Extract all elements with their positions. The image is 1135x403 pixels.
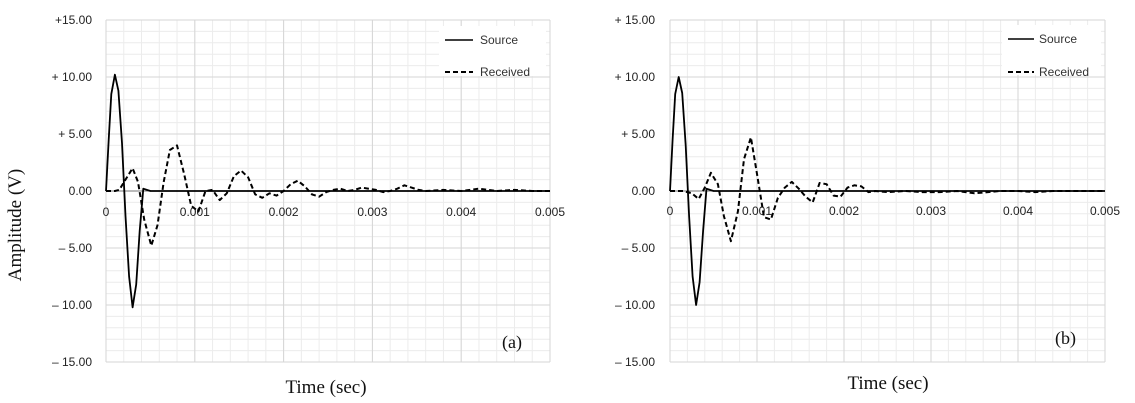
legend-background — [1002, 25, 1101, 75]
x-tick-label: 0.003 — [357, 205, 387, 219]
legend-background — [439, 26, 546, 76]
x-tick-label: 0.003 — [916, 204, 946, 218]
y-tick-label: 0.00 — [632, 184, 656, 198]
y-tick-label: + 15.00 — [615, 13, 656, 27]
x-axis-label: Time (sec) — [285, 377, 366, 398]
series-line-source — [669, 76, 1105, 306]
y-tick-label: – 15.00 — [52, 355, 92, 369]
y-tick-label: 0.00 — [69, 184, 93, 198]
y-tick-label: + 5.00 — [58, 127, 92, 141]
chart-panel-b: + 15.00 + 10.00 + 5.00 0.00 – 5.00 – 10.00 – 1… — [615, 13, 1121, 394]
x-tick-label: 0.004 — [446, 205, 476, 219]
x-tick-label: 0.001 — [180, 205, 210, 219]
series-line-received — [106, 144, 550, 247]
y-tick-label: + 10.00 — [615, 70, 656, 84]
legend-label-source: Source — [1039, 32, 1077, 46]
y-tick-label: – 10.00 — [615, 298, 655, 312]
y-axis-label: Amplitude (V) — [5, 169, 26, 281]
x-tick-label: 0.001 — [742, 204, 772, 218]
legend-label-received: Received — [1039, 65, 1089, 79]
x-tick-label: 0.005 — [535, 205, 565, 219]
x-axis-label: Time (sec) — [847, 373, 928, 394]
y-tick-label: – 10.00 — [52, 298, 92, 312]
x-tick-label: 0 — [103, 205, 110, 219]
x-tick-label: 0.002 — [829, 204, 859, 218]
panel-label: (a) — [502, 332, 522, 353]
y-tick-label: + 10.00 — [52, 70, 93, 84]
x-tick-label: 0 — [667, 204, 674, 218]
series-line-received — [670, 136, 1105, 243]
chart-panel-a: +15.00 + 10.00 + 5.00 0.00 – 5.00 – 10.00 – 15… — [5, 13, 565, 398]
y-tick-label: – 5.00 — [59, 241, 93, 255]
y-tick-label: – 5.00 — [622, 241, 656, 255]
legend-label-source: Source — [480, 33, 518, 47]
x-tick-label: 0.004 — [1003, 204, 1033, 218]
y-tick-label: – 15.00 — [615, 355, 655, 369]
x-tick-label: 0.005 — [1090, 204, 1120, 218]
legend-label-received: Received — [480, 65, 530, 79]
x-tick-label: 0.002 — [269, 205, 299, 219]
y-tick-label: + 5.00 — [621, 127, 655, 141]
y-tick-label: +15.00 — [55, 13, 92, 27]
panel-label: (b) — [1055, 328, 1076, 349]
series-line-source — [105, 73, 550, 309]
